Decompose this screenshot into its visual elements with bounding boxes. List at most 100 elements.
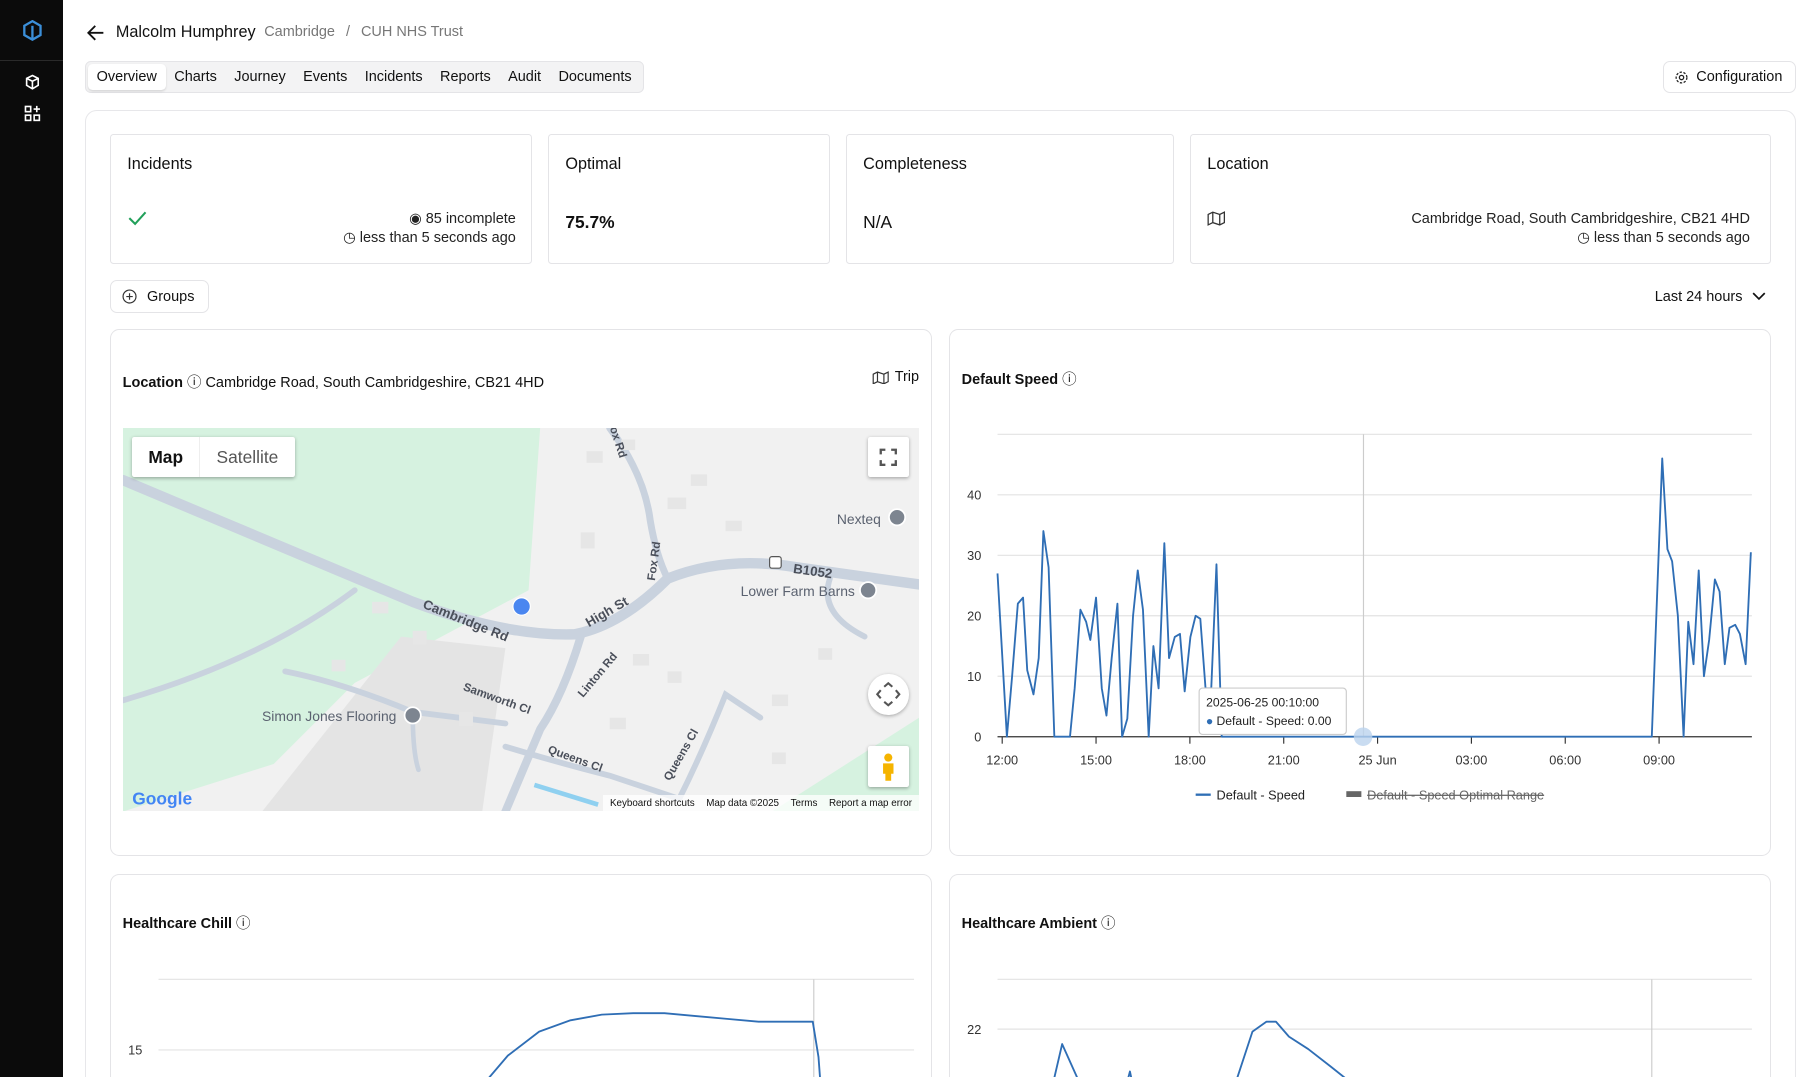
pegman-icon xyxy=(868,746,909,787)
street-view-pegman[interactable] xyxy=(868,746,909,787)
cube-icon[interactable] xyxy=(22,72,43,93)
x-tick-label: 18:00 xyxy=(1174,753,1206,768)
back-arrow-icon[interactable] xyxy=(86,23,106,43)
y-tick-label: 22 xyxy=(967,1021,981,1036)
healthcare-ambient-card: Healthcare Ambient ⓘ 22 xyxy=(949,874,1771,1077)
info-icon[interactable]: ⓘ xyxy=(187,375,206,391)
location-summary-card[interactable]: Location Cambridge Road, South Cambridge… xyxy=(1190,134,1771,264)
location-card-address: Cambridge Road, South Cambridgeshire, CB… xyxy=(205,375,544,391)
tab-audit[interactable]: Audit xyxy=(499,64,549,91)
configuration-label: Configuration xyxy=(1696,69,1782,85)
x-tick-label: 21:00 xyxy=(1268,753,1300,768)
map-type-toggle: Map Satellite xyxy=(132,437,294,478)
series-line xyxy=(477,1013,822,1077)
tab-reports[interactable]: Reports xyxy=(431,64,499,91)
gear-icon xyxy=(1674,70,1689,85)
time-range-value: Last 24 hours xyxy=(1655,289,1743,305)
optimal-value: 75.7% xyxy=(565,212,614,233)
fullscreen-button[interactable] xyxy=(868,437,909,478)
hover-marker xyxy=(1354,728,1373,747)
tab-charts[interactable]: Charts xyxy=(166,64,226,91)
location-address: Cambridge Road, South Cambridgeshire, CB… xyxy=(1411,210,1750,230)
incidents-card[interactable]: Incidents ◉ 85 incomplete ◷ less than 5 … xyxy=(110,134,532,264)
groups-label: Groups xyxy=(147,289,194,305)
tooltip: 2025-06-25 00:10:00 Default - Speed: 0.00 xyxy=(1199,688,1346,734)
y-tick-label: 0 xyxy=(974,729,981,744)
optimal-card: Optimal 75.7% xyxy=(548,134,830,264)
configuration-button[interactable]: Configuration xyxy=(1663,61,1796,92)
tooltip-time: 2025-06-25 00:10:00 xyxy=(1206,696,1319,710)
card-title: Optimal xyxy=(565,155,621,174)
legend-swatch xyxy=(1346,791,1361,797)
eye-icon: ◉ xyxy=(409,211,426,227)
y-tick-label: 15 xyxy=(128,1042,142,1057)
clock-icon: ◷ xyxy=(1577,230,1594,246)
tab-journey[interactable]: Journey xyxy=(226,64,295,91)
tooltip-dot xyxy=(1207,719,1212,724)
tab-bar: Overview Charts Journey Events Incidents… xyxy=(85,61,644,92)
breadcrumb: Cambridge / CUH NHS Trust xyxy=(264,24,463,40)
map-icon xyxy=(1207,211,1226,226)
series-line xyxy=(998,459,1751,737)
incomplete-count: ◉ 85 incomplete xyxy=(343,210,516,230)
place-pin-icon[interactable] xyxy=(860,582,876,598)
keyboard-shortcuts-link[interactable]: Keyboard shortcuts xyxy=(610,798,695,809)
tab-incidents[interactable]: Incidents xyxy=(356,64,431,91)
x-tick-label: 09:00 xyxy=(1643,753,1675,768)
map-label-b1052: B1052 xyxy=(792,561,833,581)
place-nexteq[interactable]: Nexteq xyxy=(837,511,881,527)
google-logo: Google xyxy=(132,788,192,808)
groups-button[interactable]: Groups xyxy=(110,280,208,312)
map-footer: Keyboard shortcuts Map data ©2025 Terms … xyxy=(603,795,919,811)
place-pin-icon[interactable] xyxy=(889,509,905,525)
place-simon-jones-flooring[interactable]: Simon Jones Flooring xyxy=(262,708,396,724)
location-marker-icon[interactable] xyxy=(513,597,530,614)
clock-icon: ◷ xyxy=(343,230,360,246)
terms-link[interactable]: Terms xyxy=(791,798,818,809)
legend-item[interactable]: Default - Speed xyxy=(1217,787,1306,802)
x-tick-label: 12:00 xyxy=(986,753,1018,768)
fullscreen-icon xyxy=(868,437,909,478)
x-tick-label: 25 Jun xyxy=(1358,753,1396,768)
x-tick-label: 06:00 xyxy=(1549,753,1581,768)
trip-button[interactable]: Trip xyxy=(872,369,920,385)
card-title: Incidents xyxy=(127,155,192,174)
breadcrumb-item[interactable]: CUH NHS Trust xyxy=(361,24,463,40)
card-title: Completeness xyxy=(863,155,967,174)
grid-add-icon[interactable] xyxy=(22,103,43,124)
card-title: Location xyxy=(1207,155,1268,174)
chill-chart[interactable]: 15 xyxy=(111,875,932,1077)
map[interactable]: Cambridge Rd High St Fox Rd ox Rd Linton… xyxy=(123,428,919,812)
pan-arrows-icon xyxy=(868,674,909,715)
y-tick-label: 20 xyxy=(967,608,981,623)
tab-overview[interactable]: Overview xyxy=(88,64,166,91)
map-canvas[interactable]: Cambridge Rd High St Fox Rd ox Rd Linton… xyxy=(123,428,919,812)
plus-circle-icon xyxy=(122,289,137,304)
tab-documents[interactable]: Documents xyxy=(550,64,641,91)
report-map-error-link[interactable]: Report a map error xyxy=(829,798,912,809)
legend-item[interactable]: Default - Speed Optimal Range xyxy=(1367,787,1544,802)
tab-events[interactable]: Events xyxy=(294,64,356,91)
breadcrumb-item[interactable]: Cambridge xyxy=(264,24,335,40)
healthcare-chill-card: Healthcare Chill ⓘ 15 xyxy=(110,874,932,1077)
map-type-satellite[interactable]: Satellite xyxy=(199,437,294,478)
x-tick-label: 15:00 xyxy=(1080,753,1112,768)
ambient-chart[interactable]: 22 xyxy=(950,875,1771,1077)
time-range-select[interactable]: Last 24 hours xyxy=(1655,289,1766,305)
map-pan-control[interactable] xyxy=(868,674,909,715)
tooltip-value: Default - Speed: 0.00 xyxy=(1217,714,1332,728)
chevron-down-icon xyxy=(1752,292,1766,301)
place-lower-farm-barns[interactable]: Lower Farm Barns xyxy=(740,583,854,599)
x-tick-label: 03:00 xyxy=(1456,753,1488,768)
map-type-map[interactable]: Map xyxy=(132,437,199,478)
incidents-updated: ◷ less than 5 seconds ago xyxy=(343,229,516,249)
location-updated: ◷ less than 5 seconds ago xyxy=(1411,229,1750,249)
map-label-queens-cl-2: Queens Cl xyxy=(662,727,701,783)
y-tick-label: 10 xyxy=(967,669,981,684)
place-pin-icon[interactable] xyxy=(404,707,420,723)
page-title: Malcolm Humphrey xyxy=(116,23,256,42)
app-logo-icon[interactable] xyxy=(22,20,43,41)
location-card-title: Location ⓘ Cambridge Road, South Cambrid… xyxy=(123,371,544,392)
